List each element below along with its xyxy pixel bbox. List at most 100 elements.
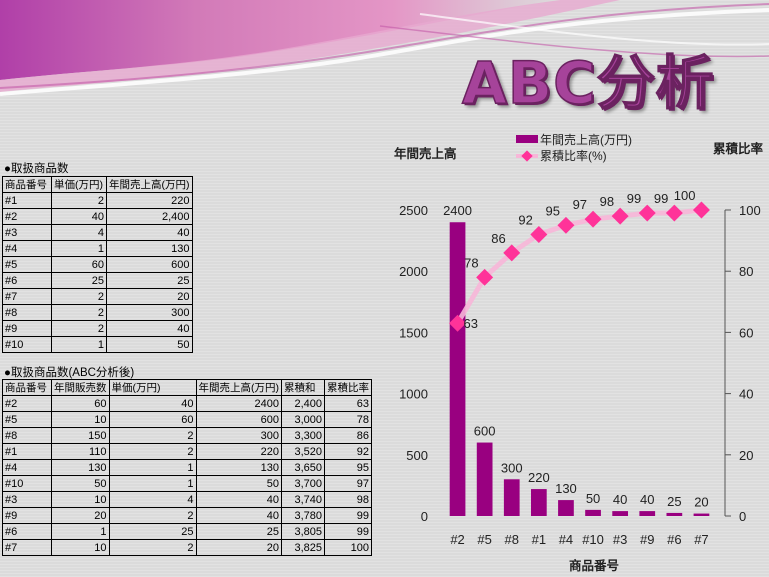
abc-analysis-table: 商品番号 年間販売数 単価(万円) 年間売上高(万円) 累積和 累積比率 #2 6… [2,379,372,556]
table-cell: 20 [195,539,282,556]
table-cell: 2 [51,192,107,209]
table-cell: 3,000 [281,411,325,428]
table-cell: 10 [51,491,110,508]
table-cell: 40 [106,224,193,241]
line-data-label: 92 [518,212,532,227]
table-cell: 3,805 [281,523,325,540]
table-cell: 92 [324,443,372,460]
table-row: #1 110 2 220 3,520 92 [2,443,372,460]
line-data-label: 97 [573,197,587,212]
table-cell: 1 [51,523,110,540]
bar-#4 [558,500,574,516]
column-header-unit-price: 単価(万円) [51,176,107,193]
table-cell: 4 [108,491,197,508]
y-tick-right: 100 [739,203,761,218]
table-cell: #3 [2,491,52,508]
table-row: #5 60 600 [2,256,193,273]
bar-data-label: 25 [667,494,681,509]
bar-data-label: 600 [474,424,496,439]
y-tick-left: 0 [421,509,428,524]
table-row: #7 10 2 20 3,825 100 [2,539,372,556]
table-row: #8 150 2 300 3,300 86 [2,427,372,444]
column-header-annual-sales: 年間売上高(万円) [106,176,193,193]
cumulative-ratio-line [455,207,702,325]
column-header-unit-price: 単価(万円) [108,379,197,396]
table-cell: 2400 [195,395,282,412]
table-cell: 40 [195,491,282,508]
bar-#9 [639,511,656,516]
table-cell: 100 [324,539,372,556]
y-tick-left: 1500 [399,325,428,340]
table-cell: 2 [108,539,197,556]
table-row: #2 40 2,400 [2,208,193,225]
table-cell: 130 [195,459,282,476]
table-row: #1 2 220 [2,192,193,209]
line-point-#10 [584,210,602,228]
table-cell: 300 [195,427,282,444]
x-tick-label: #6 [667,532,681,547]
table-cell: #9 [2,320,52,337]
column-header-annual-sales: 年間売上高(万円) [195,379,282,396]
table-cell: 40 [108,395,197,412]
line-data-label: 99 [627,191,641,206]
bar-data-label: 20 [694,495,708,510]
table-row: #9 20 2 40 3,780 99 [2,507,372,524]
column-header-cumulative-sum: 累積和 [281,379,325,396]
bar-data-label: 40 [613,492,627,507]
legend-bar-swatch [516,135,538,143]
line-point-#2 [449,314,467,332]
bar-data-label: 50 [586,491,600,506]
table-cell: #6 [2,272,52,289]
table-cell: 10 [51,539,110,556]
bar-#6 [666,512,683,516]
table-cell: 150 [51,427,110,444]
table-cell: 2 [108,507,197,524]
legend-line-marker [521,150,533,162]
y-tick-right: 40 [739,387,753,402]
table-cell: 1 [51,336,107,353]
table-row: #6 25 25 [2,272,193,289]
table-row: #3 4 40 [2,224,193,241]
table-row: #2 60 40 2400 2,400 63 [2,395,372,412]
column-header-product-no: 商品番号 [2,176,52,193]
table-cell: 10 [51,411,110,428]
table-cell: 98 [324,491,372,508]
header-banner [0,0,769,96]
column-header-product-no: 商品番号 [2,379,52,396]
x-tick-label: #8 [505,532,519,547]
table-cell: 20 [51,507,110,524]
table-cell: 50 [106,336,193,353]
bar-data-label: 2400 [443,203,472,218]
table-cell: #10 [2,336,52,353]
y-axis-left-title: 年間売上高 [394,146,457,161]
x-tick-label: #2 [450,532,464,547]
table-row: #7 2 20 [2,288,193,305]
table-cell: #1 [2,443,52,460]
table-cell: 1 [51,240,107,257]
table-cell: 2,400 [281,395,325,412]
table-row: #4 1 130 [2,240,193,257]
table-cell: 63 [324,395,372,412]
table-cell: 40 [195,507,282,524]
x-tick-label: #10 [582,532,604,547]
table-cell: 50 [51,475,110,492]
table-cell: 1 [108,459,197,476]
table-cell: 110 [51,443,110,460]
table-cell: 99 [324,523,372,540]
table2-title: ●取扱商品数(ABC分析後) [4,367,135,379]
table-cell: 2 [108,427,197,444]
bar-#7 [693,513,710,516]
legend-line-label: 累積比率(%) [540,148,607,163]
bar-data-label: 40 [640,492,654,507]
line-data-label: 100 [674,188,696,203]
line-data-label: 99 [654,191,668,206]
table-cell: #10 [2,475,52,492]
bar-#8 [503,479,520,516]
y-tick-left: 2000 [399,264,428,279]
table-cell: 130 [51,459,110,476]
bar-data-label: 220 [528,470,550,485]
page-title: ABC分析 [461,48,715,118]
table-cell: 4 [51,224,107,241]
table-cell: 2,400 [106,208,193,225]
y-tick-left: 2500 [399,203,428,218]
